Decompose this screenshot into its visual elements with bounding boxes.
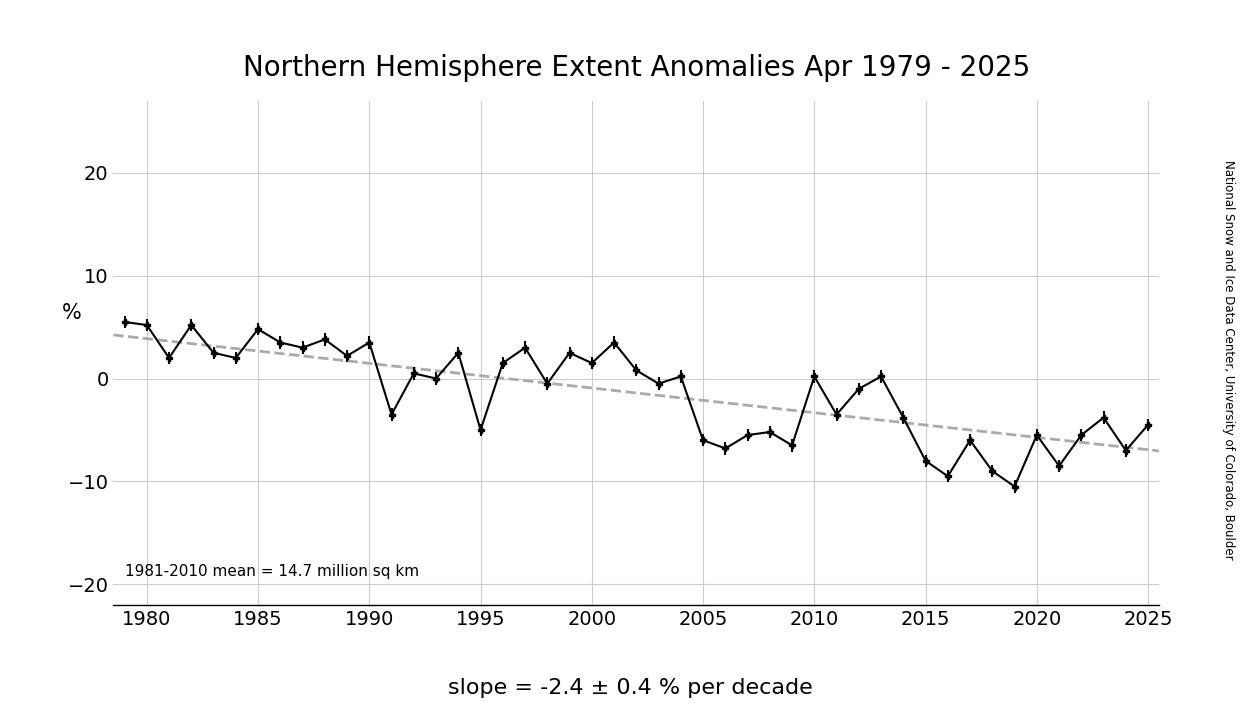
Text: 1981-2010 mean = 14.7 million sq km: 1981-2010 mean = 14.7 million sq km: [125, 564, 418, 579]
Title: Northern Hemisphere Extent Anomalies Apr 1979 - 2025: Northern Hemisphere Extent Anomalies Apr…: [243, 54, 1029, 82]
Text: slope = -2.4 ± 0.4 % per decade: slope = -2.4 ± 0.4 % per decade: [447, 678, 813, 698]
Text: National Snow and Ice Data Center, University of Colorado, Boulder: National Snow and Ice Data Center, Unive…: [1222, 160, 1235, 560]
Y-axis label: %: %: [62, 302, 82, 323]
